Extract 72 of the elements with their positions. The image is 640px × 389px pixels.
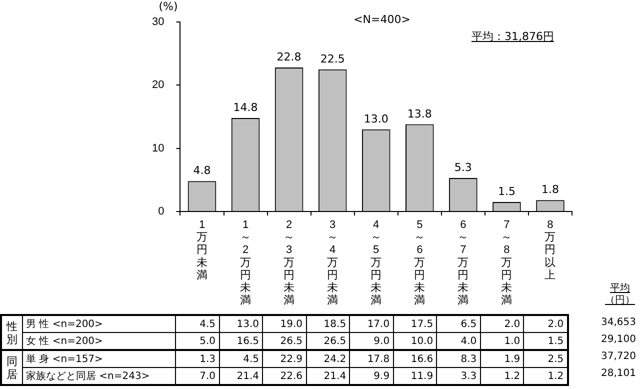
text: 11.9 — [410, 370, 434, 382]
text: 5.0 — [200, 336, 216, 346]
category-label: 29,100 — [601, 334, 636, 345]
annotation: 平均：31,876円 — [472, 29, 554, 44]
text: 26.5 — [280, 336, 303, 346]
text: 21.4 — [236, 370, 260, 382]
text: 7.0 — [200, 370, 216, 382]
category-label: 女 性 <n=200> — [26, 336, 103, 347]
data-label: 1.5 — [498, 184, 516, 198]
text: 3.3 — [460, 370, 477, 382]
text: 9.0 — [374, 336, 390, 346]
text: 13.0 — [236, 318, 260, 330]
x-tick-label: 6～7万円未満 — [458, 218, 469, 307]
y-axis-title: (%) — [158, 0, 178, 13]
x-tick-label: 4～5万円未満 — [370, 218, 382, 307]
y-tick-label: 10 — [152, 142, 164, 154]
category-label: 37,720 — [601, 351, 636, 362]
text: 19.0 — [280, 318, 303, 330]
text: 平均（円） — [604, 283, 636, 307]
x-tick-label: 1～2万円未満 — [240, 218, 252, 307]
y-tick-label: 30 — [152, 16, 164, 28]
data-label: 22.8 — [276, 50, 302, 64]
text: 1.2 — [548, 370, 564, 382]
x-tick-label: 1万円未満 — [196, 218, 208, 282]
category-label: 単 身 <n=157> — [26, 354, 103, 365]
data-label: 14.8 — [233, 100, 258, 114]
text: 同居 — [1, 350, 22, 385]
chart-title: <N=400> — [354, 13, 410, 26]
category-label: 男 性 <n=200> — [26, 319, 103, 330]
text: 17.0 — [367, 318, 390, 330]
text: 16.5 — [236, 336, 260, 346]
text: 21.4 — [324, 370, 346, 382]
text: 24.2 — [324, 354, 346, 364]
x-tick-label: 2～3万円未満 — [284, 218, 295, 307]
text: 1.9 — [504, 354, 520, 364]
text: 性別 — [1, 315, 22, 350]
text: 4.5 — [200, 318, 216, 330]
text: 16.6 — [410, 354, 434, 364]
text: 26.5 — [324, 336, 346, 346]
text: 17.8 — [367, 354, 390, 364]
text: 1.0 — [504, 336, 520, 346]
text: 17.5 — [410, 318, 434, 330]
text: 2.5 — [548, 354, 564, 364]
text: 1.2 — [504, 370, 520, 382]
y-tick-label: 20 — [152, 79, 164, 92]
text: 18.5 — [324, 318, 346, 330]
text: 2.0 — [548, 318, 564, 330]
data-label: 22.5 — [320, 52, 345, 66]
data-label: 1.8 — [541, 183, 559, 196]
text: 6.5 — [460, 318, 477, 330]
category-label: 28,101 — [601, 368, 636, 379]
x-tick-label: 7～8万円未満 — [501, 218, 512, 307]
text: 22.6 — [280, 370, 303, 382]
x-tick-label: 8万円以上 — [544, 218, 556, 282]
text: 1.5 — [548, 336, 564, 346]
data-label: 5.3 — [454, 160, 472, 174]
text: 2.0 — [504, 318, 520, 330]
text: 22.9 — [280, 354, 303, 364]
text: 8.3 — [460, 354, 477, 364]
text: 4.5 — [243, 354, 260, 364]
x-tick-label: 5～6万円未満 — [414, 218, 426, 307]
text: 1.3 — [200, 354, 216, 364]
category-label: 家族などと同居 <n=243> — [26, 371, 150, 382]
text: 10.0 — [410, 336, 434, 346]
text: 9.9 — [374, 370, 390, 382]
data-label: 13.0 — [364, 112, 388, 126]
x-tick-label: 3～4万円未満 — [327, 218, 338, 307]
data-label: 4.8 — [193, 164, 211, 178]
data-label: 13.8 — [407, 107, 432, 120]
y-tick-label: 0 — [158, 205, 164, 218]
text: 4.0 — [460, 336, 477, 346]
category-label: 34,653 — [601, 317, 636, 328]
